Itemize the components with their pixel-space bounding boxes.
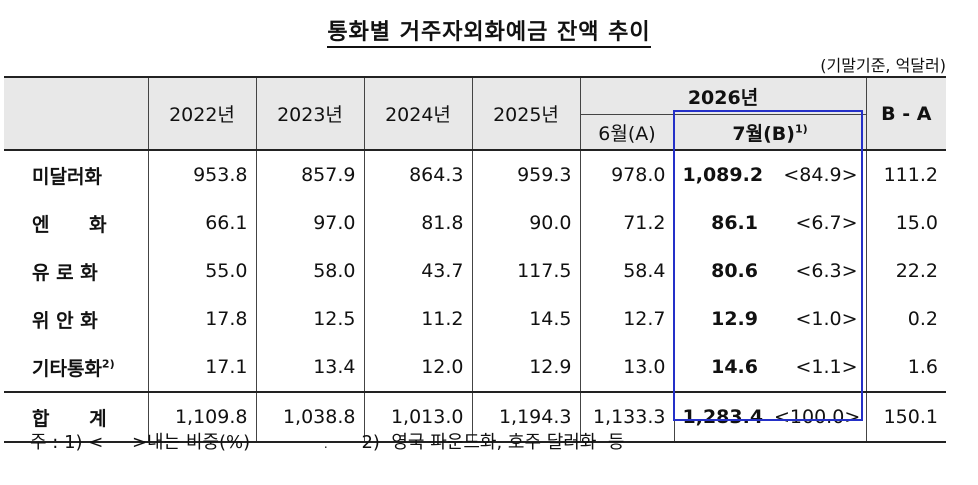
cell-2025: 90.0: [471, 199, 580, 247]
cell-2022: 66.1: [147, 199, 256, 247]
cell-2022: 1,109.8: [147, 391, 256, 443]
cell-share: <100.0>: [766, 391, 866, 443]
table-row: 기타통화2) 17.1 13.4 12.0 12.9 13.0 14.6 <1.…: [4, 343, 946, 392]
cell-2024: 81.8: [363, 199, 472, 247]
cell-2024: 43.7: [363, 247, 472, 295]
unit-note: (기말기준, 억달러): [820, 56, 946, 75]
header-2026: 2026년: [579, 77, 866, 115]
cell-june: 978.0: [579, 150, 674, 199]
cell-2024: 864.3: [363, 150, 472, 199]
header-june: 6월(A): [579, 114, 674, 151]
cell-july: 1,283.4: [673, 391, 766, 443]
cell-2024: 1,013.0: [363, 391, 472, 443]
cell-2023: 13.4: [255, 343, 364, 392]
cell-2025: 1,194.3: [471, 391, 580, 443]
cell-diff: 0.2: [865, 295, 946, 343]
row-label: 미달러화: [32, 165, 102, 188]
cell-2022: 17.8: [147, 295, 256, 343]
cell-2023: 1,038.8: [255, 391, 364, 443]
footnote-dot: .: [323, 437, 328, 451]
cell-2025: 14.5: [471, 295, 580, 343]
cell-2024: 11.2: [363, 295, 472, 343]
cell-june: 12.7: [579, 295, 674, 343]
cell-diff: 22.2: [865, 247, 946, 295]
cell-2024: 12.0: [363, 343, 472, 392]
total-label: 합 계: [4, 391, 148, 443]
cell-share: <6.7>: [795, 212, 858, 234]
cell-july: 1,089.2: [673, 150, 766, 199]
header-2022: 2022년: [147, 77, 256, 151]
cell-2023: 857.9: [255, 150, 364, 199]
cell-june: 71.2: [579, 199, 674, 247]
cell-2025: 959.3: [471, 150, 580, 199]
cell-june: 58.4: [579, 247, 674, 295]
table-row: 위 안 화 17.8 12.5 11.2 14.5 12.7 12.9 <1.0…: [4, 295, 946, 343]
footnote-1: 주 : 1) < >내는 비중(%): [30, 432, 251, 453]
footnote-2: 2) 영국 파운드화, 호주 달러화 등: [361, 432, 625, 453]
row-label: 엔 화: [32, 213, 107, 236]
cell-diff: 111.2: [865, 150, 946, 199]
cell-share: <1.0>: [795, 308, 858, 330]
cell-share: <84.9>: [783, 164, 858, 186]
cell-2023: 58.0: [255, 247, 364, 295]
page-title: 통화별 거주자외화예금 잔액 추이: [0, 14, 978, 48]
row-label: 위 안 화: [32, 309, 98, 332]
cell-july: 86.1: [673, 199, 766, 247]
cell-diff: 150.1: [865, 391, 946, 443]
cell-2025: 117.5: [471, 247, 580, 295]
header-diff: B - A: [865, 77, 946, 151]
table-row: 미달러화 953.8 857.9 864.3 959.3 978.0 1,089…: [4, 150, 946, 199]
cell-july: 80.6: [673, 247, 766, 295]
cell-june: 13.0: [579, 343, 674, 392]
cell-2023: 12.5: [255, 295, 364, 343]
cell-june: 1,133.3: [579, 391, 674, 443]
header-empty: [4, 77, 148, 151]
deposit-table: 2022년 2023년 2024년 2025년 2026년 B - A 6월(A…: [4, 76, 946, 443]
cell-july: 14.6: [673, 343, 766, 392]
cell-share: <1.1>: [795, 356, 858, 378]
header-2025: 2025년: [471, 77, 580, 151]
cell-2022: 55.0: [147, 247, 256, 295]
header-2023: 2023년: [255, 77, 364, 151]
cell-diff: 15.0: [865, 199, 946, 247]
cell-2023: 97.0: [255, 199, 364, 247]
footnote: 주 : 1) < >내는 비중(%) . 2) 영국 파운드화, 호주 달러화 …: [30, 428, 632, 454]
cell-july: 12.9: [673, 295, 766, 343]
total-row: 합 계 1,109.8 1,038.8 1,013.0 1,194.3 1,13…: [4, 391, 946, 443]
cell-2025: 12.9: [471, 343, 580, 392]
table-row: 엔 화 66.1 97.0 81.8 90.0 71.2 86.1 <6.7> …: [4, 199, 946, 247]
row-label: 유 로 화: [32, 261, 98, 284]
header-2024: 2024년: [363, 77, 472, 151]
row-label: 기타통화2): [32, 357, 115, 380]
cell-diff: 1.6: [865, 343, 946, 392]
cell-2022: 17.1: [147, 343, 256, 392]
cell-share: <6.3>: [795, 260, 858, 282]
cell-2022: 953.8: [147, 150, 256, 199]
header-july: 7월(B)1): [673, 114, 866, 151]
table-row: 유 로 화 55.0 58.0 43.7 117.5 58.4 80.6 <6.…: [4, 247, 946, 295]
